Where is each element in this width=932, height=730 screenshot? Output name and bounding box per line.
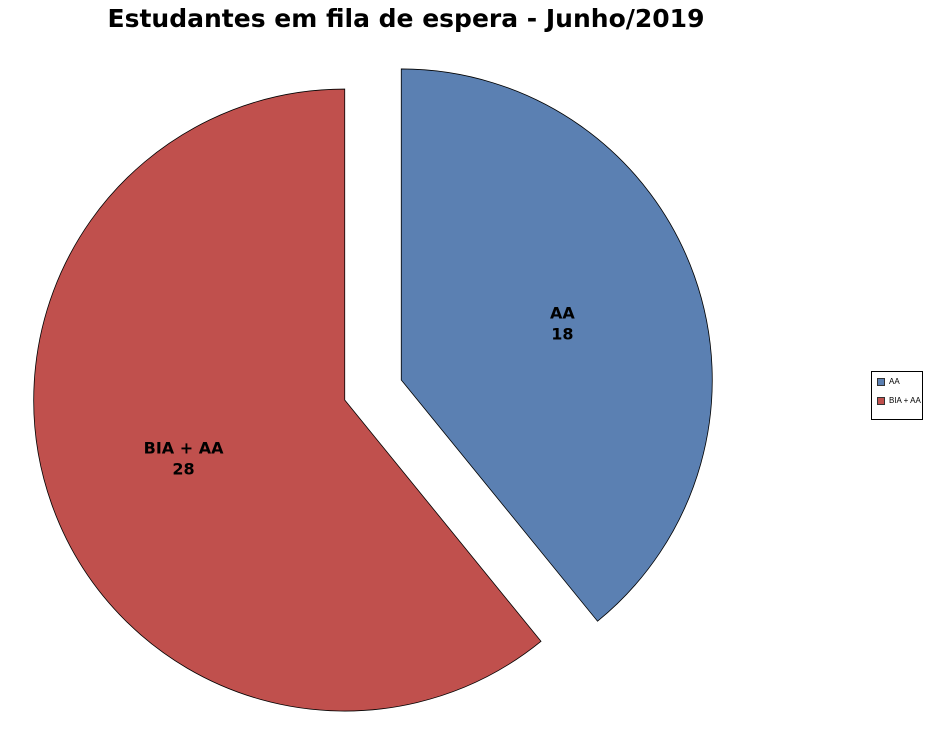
- data-label-value: 28: [172, 459, 194, 478]
- legend-swatch: [877, 377, 885, 386]
- data-label-value: 18: [551, 325, 573, 344]
- legend: AA BIA + AA: [871, 371, 923, 420]
- legend-label: BIA + AA: [889, 396, 921, 405]
- legend-item: BIA + AA: [877, 396, 921, 405]
- data-label-category: BIA + AA: [144, 438, 224, 457]
- pie-slice-bia-aa: [33, 88, 542, 712]
- legend-swatch: [877, 396, 885, 405]
- data-label-category: AA: [550, 304, 575, 323]
- legend-item: AA: [877, 377, 900, 386]
- legend-label: AA: [889, 377, 900, 386]
- chart-title: Estudantes em fila de espera - Junho/201…: [107, 4, 705, 33]
- pie-slice-aa: [400, 68, 713, 622]
